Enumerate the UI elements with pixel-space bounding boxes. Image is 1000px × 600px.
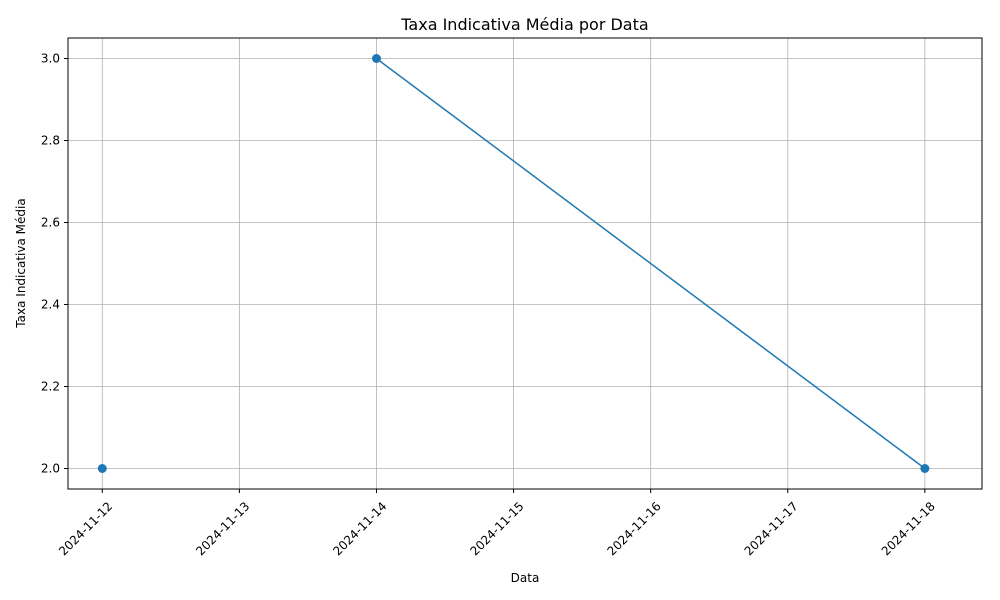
- y-tick-label: 2.8: [41, 134, 60, 148]
- plot-series: [97, 54, 930, 473]
- x-tick-label: 2024-11-17: [742, 499, 801, 558]
- y-tick-label: 2.4: [41, 298, 60, 312]
- x-tick-label: 2024-11-18: [879, 499, 938, 558]
- x-axis-ticks: 2024-11-12 2024-11-13 2024-11-14 2024-11-15…: [56, 489, 938, 558]
- y-tick-label: 3.0: [41, 52, 60, 66]
- x-tick-label: 2024-11-15: [467, 499, 526, 558]
- y-tick-label: 2.0: [41, 462, 60, 476]
- x-tick-label: 2024-11-16: [605, 499, 664, 558]
- x-tick-label: 2024-11-13: [193, 499, 252, 558]
- y-tick-label: 2.2: [41, 380, 60, 394]
- x-tick-label: 2024-11-14: [330, 499, 389, 558]
- data-point: [97, 464, 107, 473]
- data-point: [920, 464, 930, 473]
- x-tick-label: 2024-11-12: [56, 499, 115, 558]
- x-axis-label: Data: [511, 571, 540, 585]
- plot-frame: [67, 37, 983, 490]
- series-line: [376, 57, 926, 470]
- grid: [68, 38, 982, 489]
- chart-title: Taxa Indicativa Média por Data: [400, 15, 648, 34]
- y-axis-label: Taxa Indicativa Média: [14, 198, 28, 328]
- y-axis-ticks: 2.0 2.2 2.4 2.6 2.8 3.0: [41, 52, 68, 476]
- y-tick-label: 2.6: [41, 216, 60, 230]
- data-point: [371, 54, 381, 63]
